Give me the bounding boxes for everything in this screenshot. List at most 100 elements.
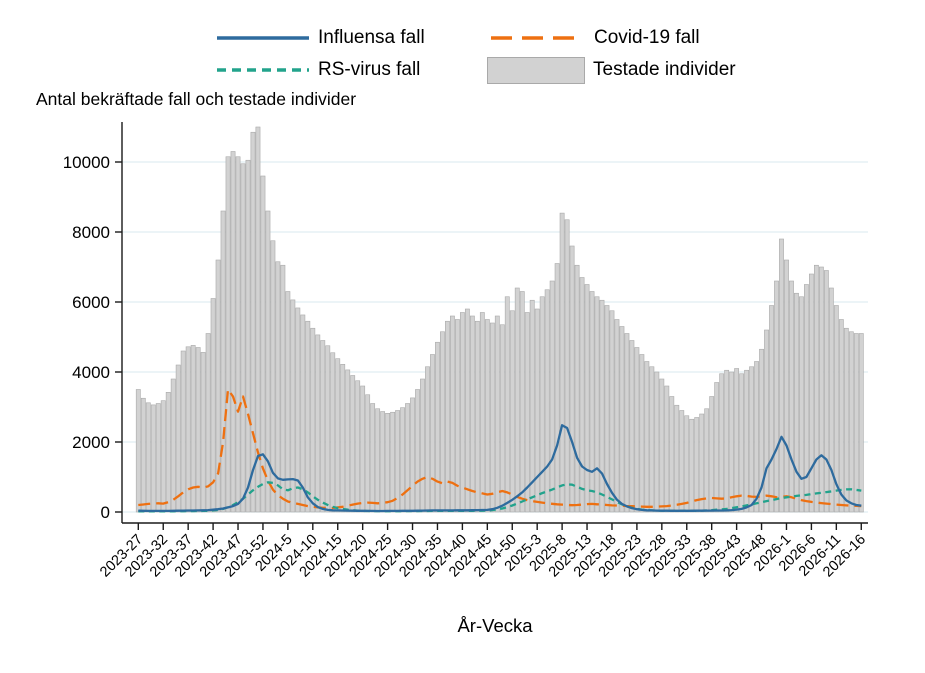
- tested-bar: [180, 350, 186, 513]
- tested-bar: [494, 315, 500, 513]
- tested-bar: [310, 327, 316, 513]
- tested-bar: [724, 369, 730, 513]
- tested-bar: [794, 292, 799, 513]
- tested-bar: [789, 280, 794, 513]
- tested-bar: [315, 334, 321, 513]
- tested-bar: [330, 352, 336, 513]
- tested-bar: [634, 347, 640, 513]
- rs-line: [138, 481, 862, 513]
- tested-bar: [539, 296, 545, 513]
- tested-bar: [295, 307, 301, 513]
- tested-bar: [739, 373, 745, 513]
- y-tick-label: 0: [101, 503, 110, 522]
- tested-bar: [659, 378, 665, 513]
- tested-bar: [345, 369, 351, 513]
- tested-bar: [734, 368, 740, 513]
- tested-bar: [350, 375, 356, 513]
- tested-bar: [195, 347, 201, 513]
- tested-bar: [644, 361, 650, 513]
- tested-bar: [320, 340, 326, 513]
- y-tick-label: 4000: [72, 363, 110, 382]
- tested-bar: [230, 151, 236, 513]
- tested-bar: [270, 240, 276, 513]
- tested-bar: [469, 315, 475, 513]
- tested-bar: [175, 364, 181, 513]
- tested-bar: [544, 289, 550, 513]
- tested-bar: [200, 352, 206, 513]
- tested-bar: [719, 373, 725, 513]
- tested-bar: [679, 410, 685, 513]
- tested-bar: [340, 363, 346, 513]
- tested-bar: [848, 331, 854, 513]
- tested-bar: [160, 400, 166, 513]
- tested-bar: [574, 264, 580, 513]
- tested-bar: [609, 310, 615, 513]
- tested-bar: [519, 291, 525, 513]
- tested-bar: [704, 408, 710, 513]
- tested-bar: [554, 263, 560, 513]
- rs-legend-label: RS-virus fall: [318, 59, 421, 80]
- tested-bar: [170, 378, 176, 513]
- tested-bar: [529, 299, 535, 513]
- rs-legend-swatch: [217, 68, 309, 72]
- tested-bar: [250, 131, 256, 513]
- tested-bar: [464, 308, 470, 513]
- testade-legend-swatch: [487, 57, 585, 84]
- tested-bar: [415, 389, 420, 513]
- tested-bar: [843, 327, 849, 513]
- tested-bar: [559, 212, 565, 513]
- tested-bar: [305, 320, 311, 513]
- x-axis-title: År-Vecka: [457, 615, 533, 636]
- tested-bar: [355, 380, 361, 513]
- tested-bar: [754, 361, 759, 513]
- tested-bar: [579, 277, 585, 513]
- tested-bar: [220, 210, 226, 513]
- influensa-line: [138, 424, 862, 513]
- tested-bar: [280, 264, 286, 513]
- tested-bar: [155, 403, 161, 513]
- y-tick-label: 2000: [72, 433, 110, 452]
- tested-bar: [400, 407, 405, 513]
- tested-bar: [260, 175, 266, 513]
- tested-bar: [769, 305, 774, 513]
- tested-bar: [759, 348, 764, 513]
- tested-bar: [744, 369, 749, 513]
- tested-bar: [594, 296, 600, 513]
- tested-bar: [499, 324, 505, 513]
- tested-bar: [809, 273, 814, 513]
- tested-bar: [629, 340, 635, 513]
- tested-bar: [489, 322, 495, 513]
- tested-bar: [799, 296, 804, 513]
- tested-bar: [669, 396, 675, 513]
- tested-bar: [524, 312, 530, 513]
- tested-bar: [858, 333, 864, 513]
- tested-bar: [749, 366, 754, 513]
- tested-bar: [205, 333, 211, 513]
- tested-bar: [709, 396, 715, 513]
- tested-bar: [145, 402, 151, 513]
- tested-bar: [514, 287, 520, 513]
- tested-bar: [395, 410, 400, 513]
- tested-bar: [225, 156, 231, 513]
- tested-bar: [445, 320, 450, 513]
- tested-bar: [215, 259, 221, 513]
- tested-bar: [674, 404, 680, 513]
- tested-bar: [285, 291, 291, 513]
- tested-bar: [684, 415, 690, 513]
- tested-bar: [255, 126, 261, 513]
- tested-bar: [853, 333, 859, 513]
- tested-bar: [474, 320, 480, 513]
- y-tick-label: 8000: [72, 223, 110, 242]
- tested-bar: [818, 266, 824, 513]
- tested-bar: [624, 333, 630, 513]
- tested-bar: [360, 385, 366, 513]
- tested-bar: [619, 326, 625, 513]
- testade-rect-swatch: [487, 57, 585, 84]
- tested-bar: [714, 382, 720, 513]
- tested-bar: [664, 385, 670, 513]
- tested-bar: [599, 299, 605, 513]
- tested-bar: [729, 371, 735, 513]
- tested-bar: [140, 397, 146, 513]
